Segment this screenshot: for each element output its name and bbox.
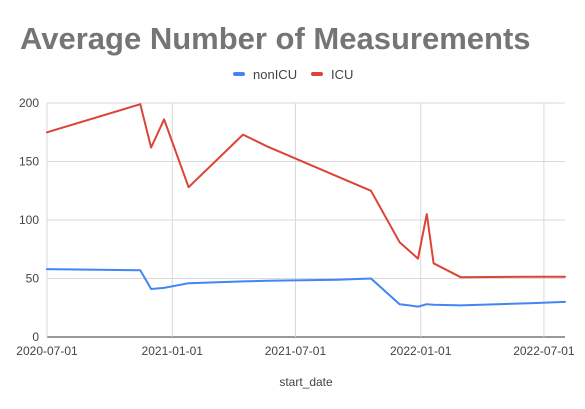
y-tick-label: 50 <box>26 272 40 286</box>
x-tick-label: 2022-01-01 <box>390 344 452 358</box>
series-line-icu <box>46 103 566 279</box>
chart-legend: nonICU ICU <box>233 67 353 82</box>
y-tick-label: 0 <box>32 330 39 344</box>
x-axis-label: start_date <box>279 375 333 389</box>
legend-swatch-icu <box>311 72 323 76</box>
legend-swatch-nonicu <box>233 72 245 76</box>
series-line-nonicu <box>46 268 566 308</box>
y-tick-label: 200 <box>19 96 39 110</box>
x-axis-ticks: 2020-07-01 2021-01-01 2021-07-01 2022-01-01… <box>16 344 575 358</box>
y-axis-ticks: 0 50 100 150 200 <box>19 96 39 344</box>
series-lines <box>46 103 566 308</box>
legend-label-nonicu: nonICU <box>253 67 297 82</box>
x-tick-label: 2022-07-01 <box>513 344 575 358</box>
gridlines <box>46 102 565 338</box>
x-tick-label: 2021-01-01 <box>142 344 204 358</box>
y-tick-label: 100 <box>19 213 39 227</box>
x-tick-label: 2021-07-01 <box>265 344 327 358</box>
x-tick-label: 2020-07-01 <box>16 344 78 358</box>
y-tick-label: 150 <box>19 155 39 169</box>
legend-label-icu: ICU <box>331 67 353 82</box>
chart-title: Average Number of Measurements <box>20 21 531 56</box>
